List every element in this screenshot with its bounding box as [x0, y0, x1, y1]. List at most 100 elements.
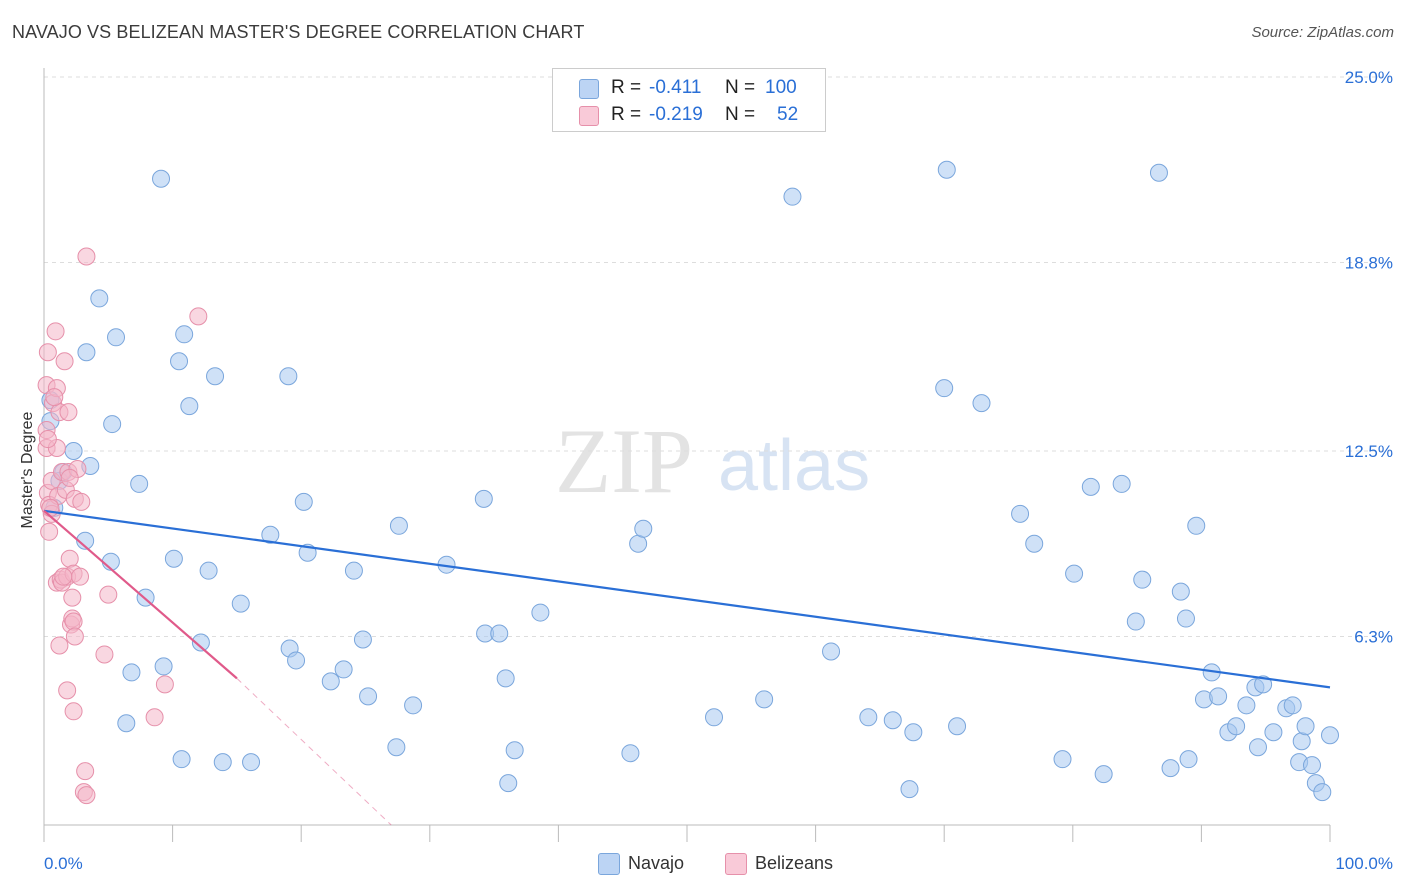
navajo-point — [344, 561, 363, 580]
navajo-point — [474, 489, 493, 508]
navajo-point — [822, 642, 841, 661]
belizeans-point — [59, 403, 78, 422]
navajo-point — [1292, 732, 1311, 751]
bottom-legend-swatch-belizeans — [725, 853, 747, 875]
navajo-point — [152, 169, 171, 188]
navajo-point — [294, 492, 313, 511]
bottom-legend-label-belizeans: Belizeans — [755, 853, 834, 873]
navajo-point — [531, 603, 550, 622]
belizeans-point — [38, 343, 57, 362]
belizeans-point — [145, 708, 164, 727]
navajo-point — [172, 750, 191, 769]
belizeans-point — [95, 645, 114, 664]
navajo-point — [935, 379, 954, 398]
navajo-point — [77, 343, 96, 362]
navajo-point — [1065, 564, 1084, 583]
navajo-point — [1149, 163, 1168, 182]
belizeans-point — [155, 675, 174, 694]
navajo-point — [107, 328, 126, 347]
legend-swatch-belizeans — [579, 106, 599, 126]
belizeans-point — [58, 681, 77, 700]
navajo-point — [154, 657, 173, 676]
belizeans-point — [72, 492, 91, 511]
navajo-point — [1248, 738, 1267, 757]
belizeans-point — [55, 352, 74, 371]
belizeans-point — [64, 612, 83, 631]
navajo-point — [353, 630, 372, 649]
belizeans-point — [77, 786, 96, 805]
navajo-point — [191, 633, 210, 652]
navajo-point — [900, 780, 919, 799]
navajo-point — [621, 744, 640, 763]
navajo-point — [1112, 474, 1131, 493]
legend-n-value: 100 — [765, 77, 797, 98]
navajo-point — [1161, 759, 1180, 778]
navajo-point — [1176, 609, 1195, 628]
legend-swatch-navajo — [579, 79, 599, 99]
belizeans-trend-line — [43, 510, 238, 680]
navajo-point — [1187, 516, 1206, 535]
watermark-zip: ZIP — [555, 410, 693, 512]
navajo-point — [1179, 750, 1198, 769]
navajo-point — [883, 711, 902, 730]
navajo-point — [170, 352, 189, 371]
x-tick-label-min: 0.0% — [44, 854, 83, 873]
legend-n-label: N = — [725, 77, 756, 98]
navajo-point — [1283, 696, 1302, 715]
navajo-point — [90, 289, 109, 308]
navajo-trend-line — [43, 509, 1331, 689]
navajo-point — [634, 519, 653, 538]
belizeans-point — [41, 498, 60, 517]
belizeans-point — [46, 322, 65, 341]
navajo-point — [937, 160, 956, 179]
legend-n-label: N = — [725, 104, 756, 125]
navajo-point — [321, 672, 340, 691]
navajo-point — [1171, 582, 1190, 601]
navajo-point — [213, 753, 232, 772]
belizeans-point — [60, 468, 79, 487]
navajo-point — [231, 594, 250, 613]
belizeans-point — [65, 627, 84, 646]
legend-n-value: 52 — [777, 104, 799, 125]
belizeans-point — [77, 247, 96, 266]
navajo-point — [1227, 717, 1246, 736]
bottom-legend-label-navajo: Navajo — [628, 853, 685, 873]
navajo-point — [199, 561, 218, 580]
navajo-point — [164, 549, 183, 568]
navajo-point — [755, 690, 774, 709]
navajo-point — [242, 753, 261, 772]
navajo-point — [359, 687, 378, 706]
navajo-point — [1313, 783, 1332, 802]
belizeans-trend-extension — [236, 678, 392, 826]
belizeans-point — [60, 549, 79, 568]
navajo-point — [334, 660, 353, 679]
y-tick-label: 25.0% — [1345, 68, 1393, 87]
belizeans-point — [40, 522, 59, 541]
navajo-point — [859, 708, 878, 727]
x-tick-label-max: 100.0% — [1335, 854, 1393, 873]
navajo-point — [122, 663, 141, 682]
navajo-point — [1321, 726, 1339, 745]
navajo-point — [261, 525, 280, 544]
navajo-point — [287, 651, 306, 670]
navajo-point — [206, 367, 225, 386]
navajo-point — [1296, 717, 1315, 736]
chart-source: Source: ZipAtlas.com — [1251, 24, 1394, 41]
navajo-point — [1133, 570, 1152, 589]
navajo-point — [117, 714, 136, 733]
navajo-point — [783, 187, 802, 206]
navajo-point — [1094, 765, 1113, 784]
navajo-point — [705, 708, 724, 727]
navajo-point — [404, 696, 423, 715]
axes — [43, 68, 1331, 842]
y-tick-label: 6.3% — [1354, 628, 1393, 647]
navajo-point — [505, 741, 524, 760]
navajo-point — [496, 669, 515, 688]
navajo-point — [279, 367, 298, 386]
navajo-point — [948, 717, 967, 736]
navajo-point — [1237, 696, 1256, 715]
legend-r-value: -0.219 — [649, 104, 703, 125]
legend-r-label: R = — [611, 77, 642, 98]
navajo-point — [387, 738, 406, 757]
